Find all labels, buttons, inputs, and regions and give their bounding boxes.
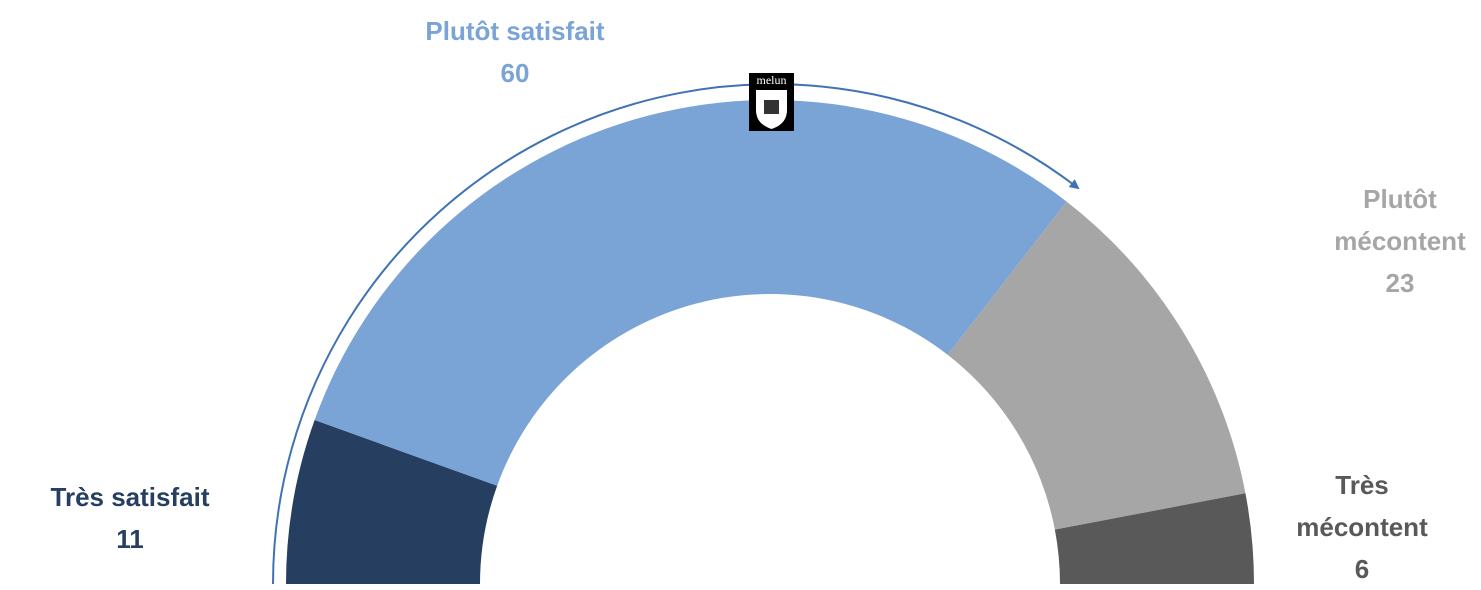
segment-label: Très mécontent 6 [1262,464,1462,590]
segment-label: Plutôt satisfait 60 [365,10,665,94]
segment [314,99,1067,486]
category-label: Plutôt satisfait [425,16,605,46]
category-label: Plutôt mécontent [1334,184,1466,256]
segment-label: Très satisfait 11 [0,476,260,560]
segment [1054,493,1254,584]
segment [947,201,1246,530]
logo: melun [749,73,794,131]
segment [286,420,498,584]
segment-label: Plutôt mécontent 23 [1270,178,1481,304]
value-label: 11 [116,524,144,554]
direction-arc [272,83,1080,584]
value-label: 6 [1354,554,1370,584]
value-label: 60 [500,58,530,88]
logo-text: melun [757,73,787,87]
category-label: Très satisfait [50,482,210,512]
category-label: Très mécontent [1296,470,1428,542]
value-label: 23 [1385,268,1415,298]
